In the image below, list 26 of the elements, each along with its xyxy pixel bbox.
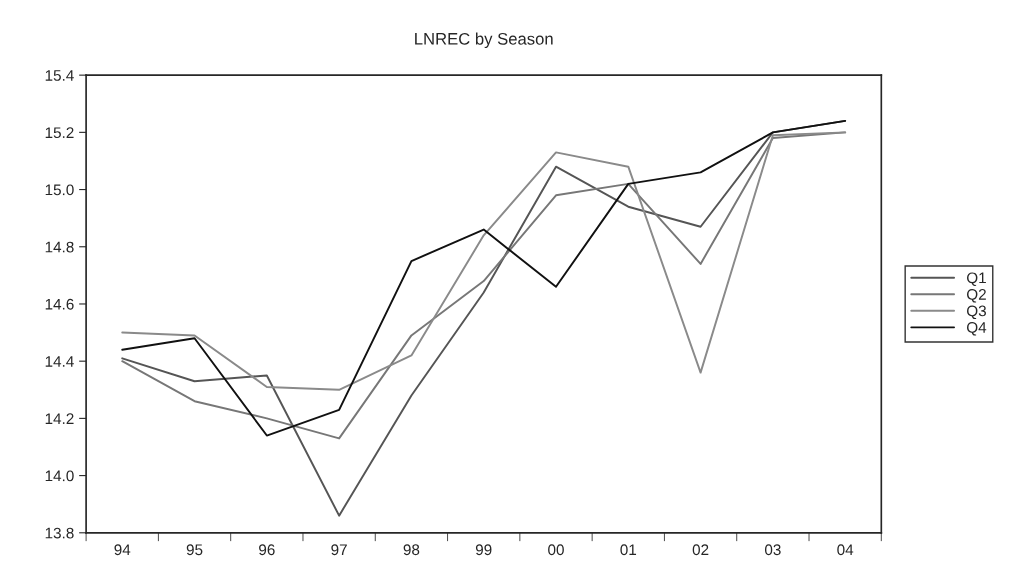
line-series bbox=[121, 131, 847, 391]
y-tick-label: 15.0 bbox=[45, 184, 74, 196]
legend-label: Q1 bbox=[967, 272, 986, 287]
y-tick-label: 14.0 bbox=[45, 470, 74, 482]
legend-label: Q4 bbox=[967, 322, 987, 336]
x-tick-label: 97 bbox=[331, 544, 347, 556]
x-tick-label: 02 bbox=[692, 544, 709, 556]
x-tick-label: 04 bbox=[837, 544, 854, 556]
y-tick-label: 15.4 bbox=[45, 70, 74, 81]
x-tick-label: 94 bbox=[114, 544, 131, 556]
legend-label: Q3 bbox=[967, 305, 986, 320]
x-tick-label: 01 bbox=[620, 544, 637, 556]
legend-label: Q2 bbox=[967, 288, 986, 303]
x-tick-label: 95 bbox=[186, 544, 203, 556]
y-tick-label: 13.8 bbox=[45, 527, 74, 539]
y-tick-label: 14.2 bbox=[45, 413, 74, 424]
x-tick-label: 98 bbox=[403, 544, 420, 556]
y-tick-label: 15.2 bbox=[45, 127, 74, 139]
y-tick-label: 14.6 bbox=[45, 298, 74, 310]
x-tick-label: 03 bbox=[764, 544, 781, 556]
y-tick-label: 14.4 bbox=[45, 356, 74, 367]
y-tick-label: 14.8 bbox=[45, 241, 74, 253]
x-tick-label: 00 bbox=[548, 544, 564, 556]
x-tick-label: 99 bbox=[475, 544, 492, 556]
x-tick-label: 96 bbox=[259, 544, 275, 556]
chart-title: LNREC by Season bbox=[415, 32, 553, 49]
